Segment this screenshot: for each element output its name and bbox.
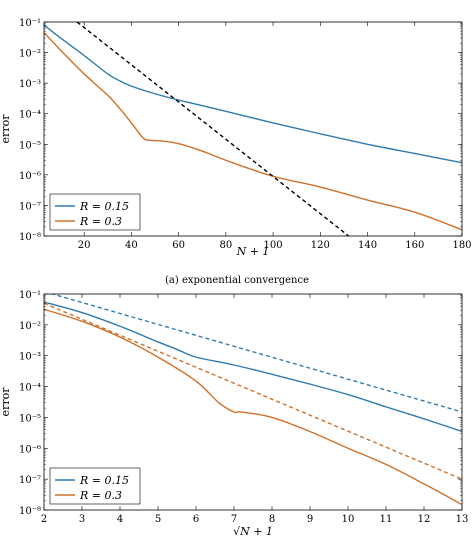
x-tick-label: 5 [155, 514, 161, 525]
chart-1: 20 40 60 80 100 120 140 160 180 10⁻⁸ 10⁻⁷ 10⁻⁶ 10⁻⁵ 1… [0, 18, 472, 258]
y-tick-label: 10⁻² [19, 321, 41, 332]
x-tick-label: 40 [125, 240, 138, 251]
x-tick-label: 12 [418, 514, 431, 525]
x-tick-label: 140 [358, 240, 377, 251]
y-tick-label: 10⁻⁵ [19, 413, 41, 424]
x-tick-label: 2 [41, 514, 47, 525]
y-tick-label: 10⁻⁴ [19, 110, 41, 121]
legend-label: R = 0.15 [79, 200, 129, 213]
y-tick-label: 10⁻¹ [19, 18, 41, 29]
series-line-1 [44, 301, 462, 433]
x-tick-label: 3 [79, 514, 85, 525]
y-axis-label: error [0, 387, 12, 417]
x-tick-label: 10 [342, 514, 355, 525]
y-tick-label: 10⁻¹ [19, 290, 41, 301]
plot-frame [43, 21, 463, 237]
y-tick-label: 10⁻⁸ [19, 232, 41, 243]
x-axis-label: √N + 1 [233, 525, 273, 538]
chart-2: 2 3 4 5 6 7 8 9 10 11 12 13 10⁻⁸ 10⁻⁷ 10⁻⁶ 10⁻⁵ 10⁻⁴ 10⁻³… [0, 290, 468, 538]
y-tick-label: 10⁻² [19, 49, 41, 60]
x-tick-label: 9 [307, 514, 313, 525]
figure-caption: (a) exponential convergence [165, 275, 309, 286]
x-tick-label: 160 [405, 240, 424, 251]
legend-box [49, 467, 141, 505]
x-tick-label: 20 [78, 240, 91, 251]
x-axis-label: N + 1 [236, 245, 270, 258]
y-tick-label: 10⁻⁷ [19, 475, 41, 486]
x-tick-label: 4 [117, 514, 123, 525]
y-tick-label: 10⁻⁷ [19, 201, 41, 212]
x-tick-label: 100 [264, 240, 283, 251]
y-tick-label: 10⁻⁶ [19, 444, 41, 455]
legend-box [49, 193, 141, 231]
x-tick-label: 11 [380, 514, 393, 525]
x-tick-label: 120 [311, 240, 330, 251]
y-tick-label: 10⁻⁸ [19, 506, 41, 517]
y-tick-label: 10⁻⁶ [19, 171, 41, 182]
x-tick-label: 13 [456, 514, 469, 525]
y-tick-label: 10⁻³ [19, 79, 41, 90]
series-line-4 [44, 302, 462, 480]
legend: R = 0.15 R = 0.3 [49, 193, 141, 231]
series-line-2 [44, 32, 462, 231]
series-line-3 [49, 294, 462, 413]
x-tick-label: 8 [269, 514, 275, 525]
legend-label: R = 0.3 [79, 215, 122, 228]
series-line-2 [44, 308, 462, 506]
series-line-3 [76, 22, 350, 236]
y-tick-label: 10⁻³ [19, 352, 41, 363]
legend: R = 0.15 R = 0.3 [49, 467, 141, 505]
x-tick-label: 6 [193, 514, 199, 525]
plot-frame [43, 293, 463, 511]
y-axis-label: error [0, 114, 12, 144]
x-tick-label: 80 [219, 240, 232, 251]
y-tick-label: 10⁻⁴ [19, 383, 41, 394]
legend-label: R = 0.3 [79, 489, 122, 502]
x-tick-label: 60 [172, 240, 185, 251]
series-line-1 [44, 24, 462, 164]
legend-label: R = 0.15 [79, 474, 129, 487]
y-tick-label: 10⁻⁵ [19, 140, 41, 151]
x-tick-label: 7 [231, 514, 237, 525]
x-tick-label: 180 [452, 240, 471, 251]
